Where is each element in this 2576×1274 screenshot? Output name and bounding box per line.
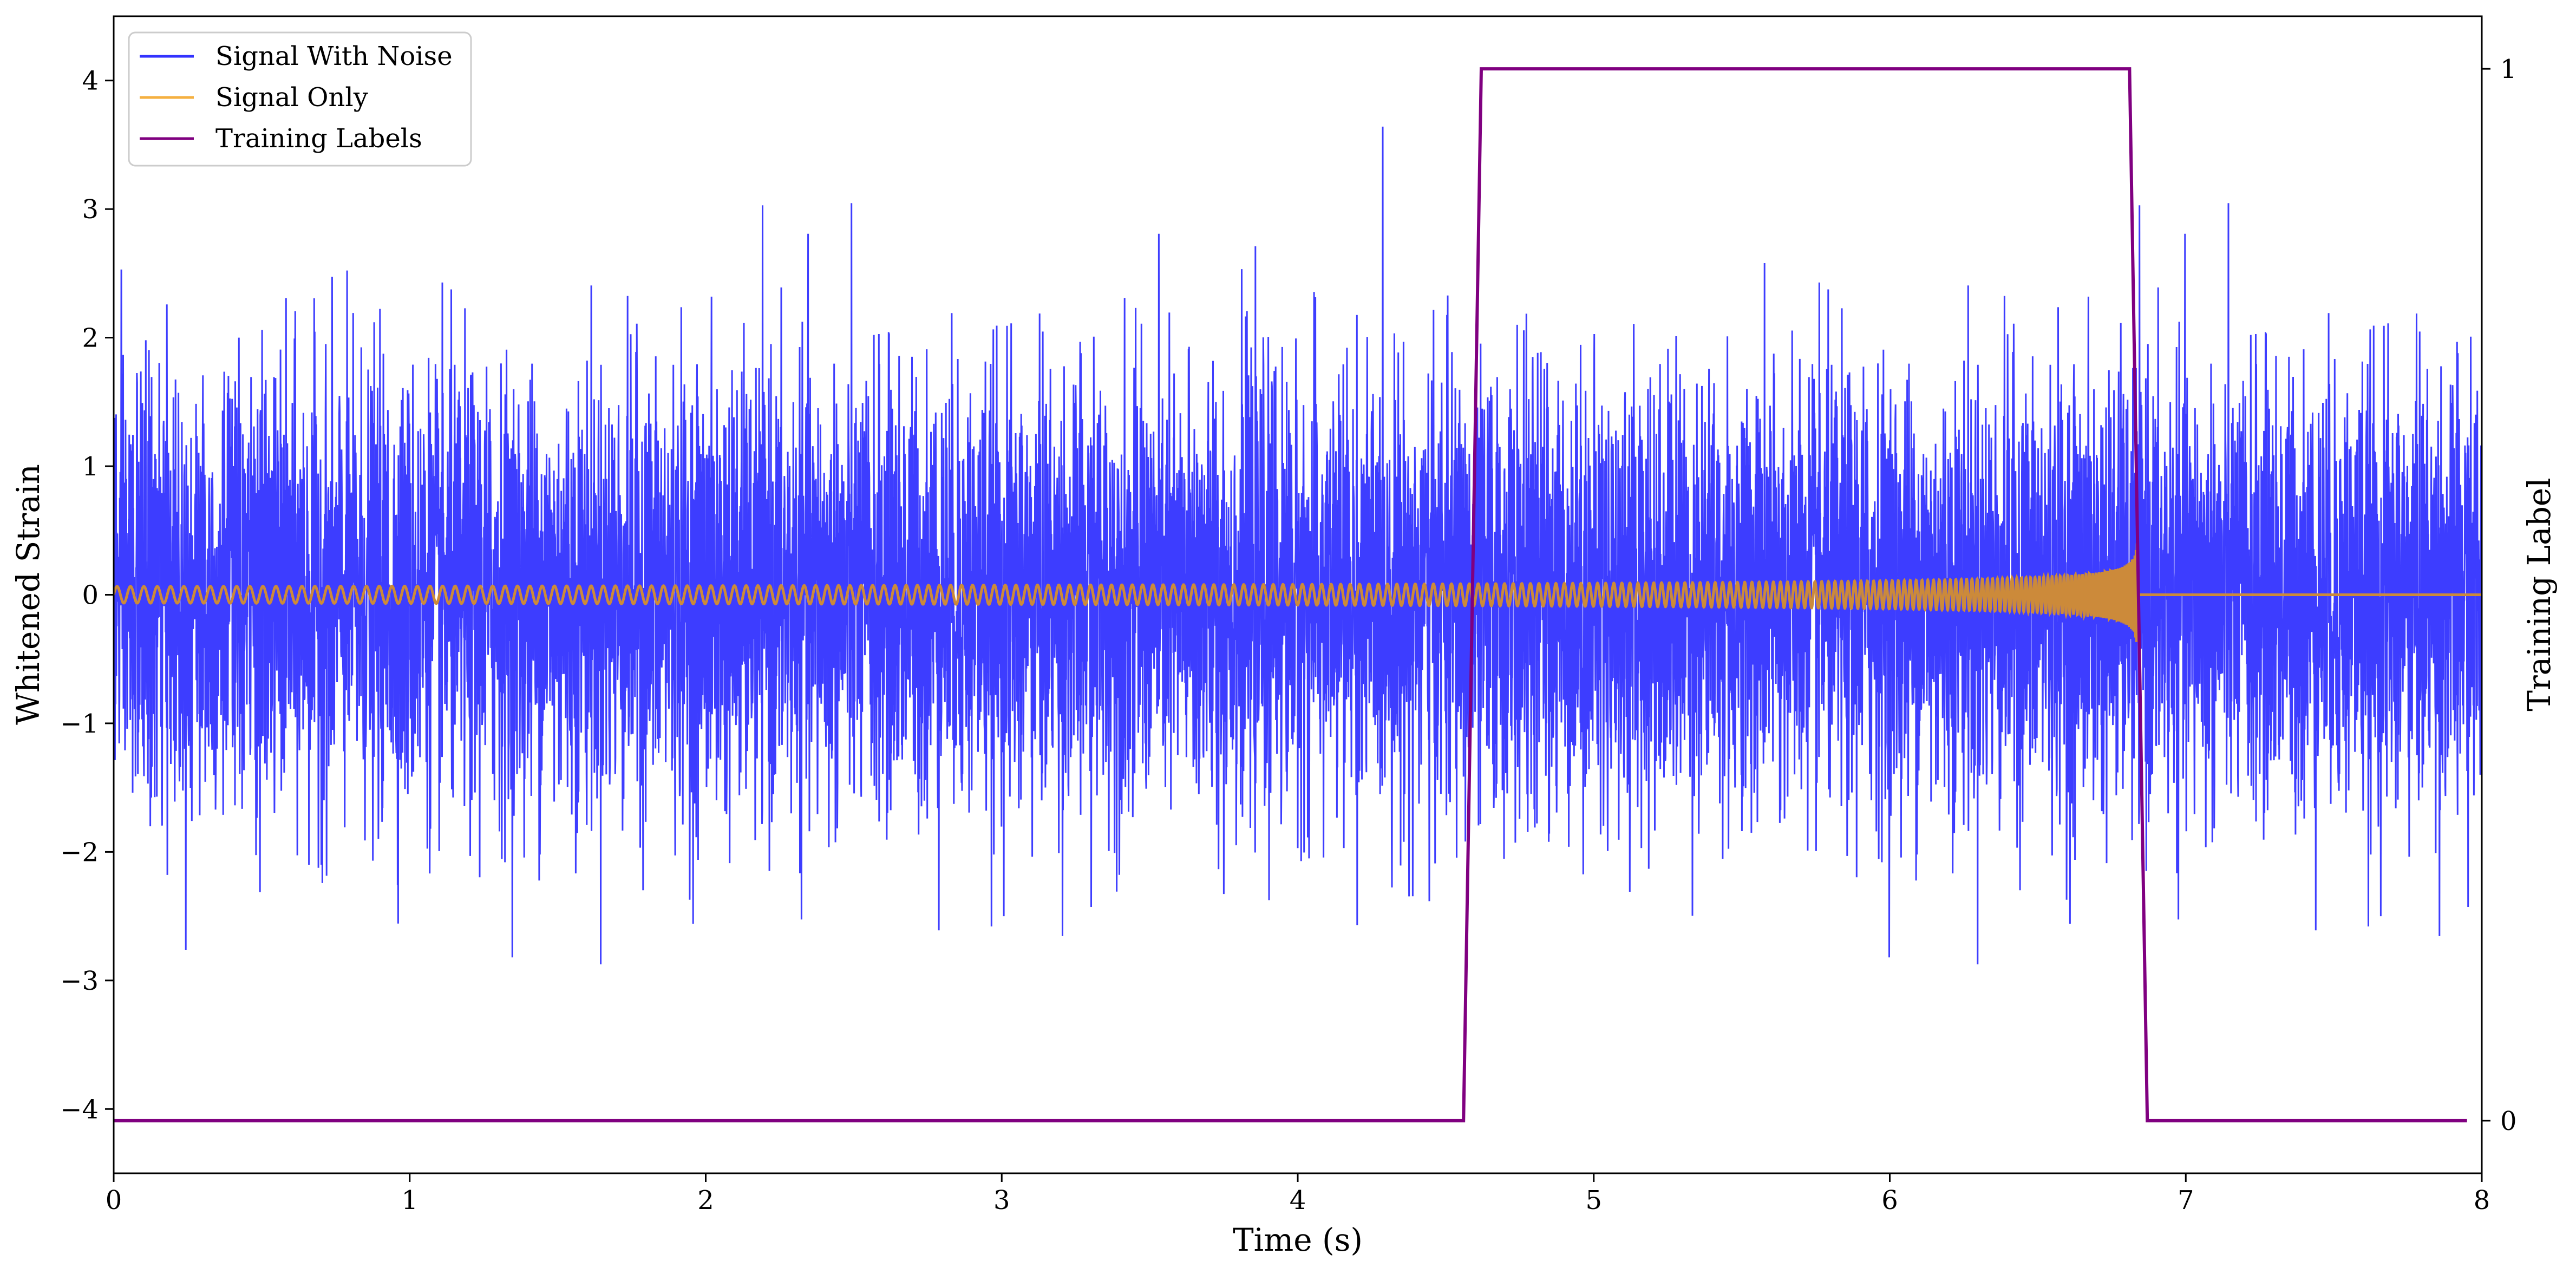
legend-frame — [128, 31, 472, 167]
x-tick-label: 3 — [993, 1185, 1010, 1216]
x-tick-label: 5 — [1585, 1185, 1602, 1216]
y-tick-label: 2 — [82, 323, 99, 354]
x-tick-label: 1 — [401, 1185, 418, 1216]
signal-only-series — [114, 543, 2482, 642]
legend-label-signal-only: Signal Only — [215, 82, 368, 113]
y-tick-label: −4 — [60, 1094, 99, 1125]
y-axis: −4 −3 −2 −1 0 1 2 3 4 — [60, 66, 114, 1125]
y2-axis: 01 — [2482, 54, 2517, 1136]
training-labels-series — [114, 67, 2467, 1122]
x-tick-label: 0 — [106, 1185, 122, 1216]
signal-with-noise-line — [114, 126, 2482, 965]
y-tick-label: −2 — [60, 837, 99, 867]
legend-label-training-labels: Training Labels — [215, 123, 422, 154]
legend-label-signal-with-noise: Signal With Noise — [215, 41, 453, 71]
x-axis-label: Time (s) — [1233, 1221, 1363, 1258]
y-tick-label: −3 — [60, 966, 99, 996]
y2-tick-label: 0 — [2500, 1106, 2517, 1136]
y-tick-label: 3 — [82, 194, 99, 225]
x-tick-label: 6 — [1881, 1185, 1898, 1216]
y-tick-label: 0 — [82, 580, 99, 611]
y-tick-label: −1 — [60, 709, 99, 739]
y-tick-label: 1 — [82, 452, 99, 482]
training-labels-line — [114, 67, 2467, 1122]
x-tick-label: 2 — [697, 1185, 714, 1216]
x-tick-label: 8 — [2474, 1185, 2490, 1216]
y-tick-label: 4 — [82, 66, 99, 96]
y2-tick-label: 1 — [2500, 54, 2517, 84]
x-tick-label: 4 — [1290, 1185, 1306, 1216]
x-axis: 0 1 2 3 4 5 6 7 8 — [106, 1173, 2490, 1216]
signal-only-line — [114, 543, 2482, 642]
signal-with-noise-series — [114, 126, 2482, 965]
x-tick-label: 7 — [2178, 1185, 2194, 1216]
legend: Signal With Noise Signal Only Training L… — [128, 31, 472, 167]
y-axis-label: Whitened Strain — [10, 464, 47, 725]
y2-axis-label: Training Label — [2521, 478, 2558, 711]
